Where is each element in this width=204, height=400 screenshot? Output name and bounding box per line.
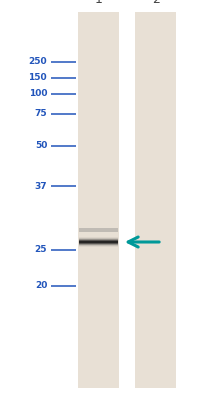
Text: 25: 25	[34, 246, 47, 254]
Text: 75: 75	[34, 110, 47, 118]
Text: 150: 150	[28, 74, 47, 82]
Text: 20: 20	[35, 282, 47, 290]
Text: 250: 250	[28, 58, 47, 66]
Text: 50: 50	[35, 142, 47, 150]
Bar	[78, 12, 118, 388]
Text: 2: 2	[151, 0, 159, 6]
Text: 37: 37	[34, 182, 47, 190]
Text: 1: 1	[94, 0, 102, 6]
Bar	[79, 228, 117, 232]
Bar	[135, 12, 175, 388]
Text: 100: 100	[29, 90, 47, 98]
